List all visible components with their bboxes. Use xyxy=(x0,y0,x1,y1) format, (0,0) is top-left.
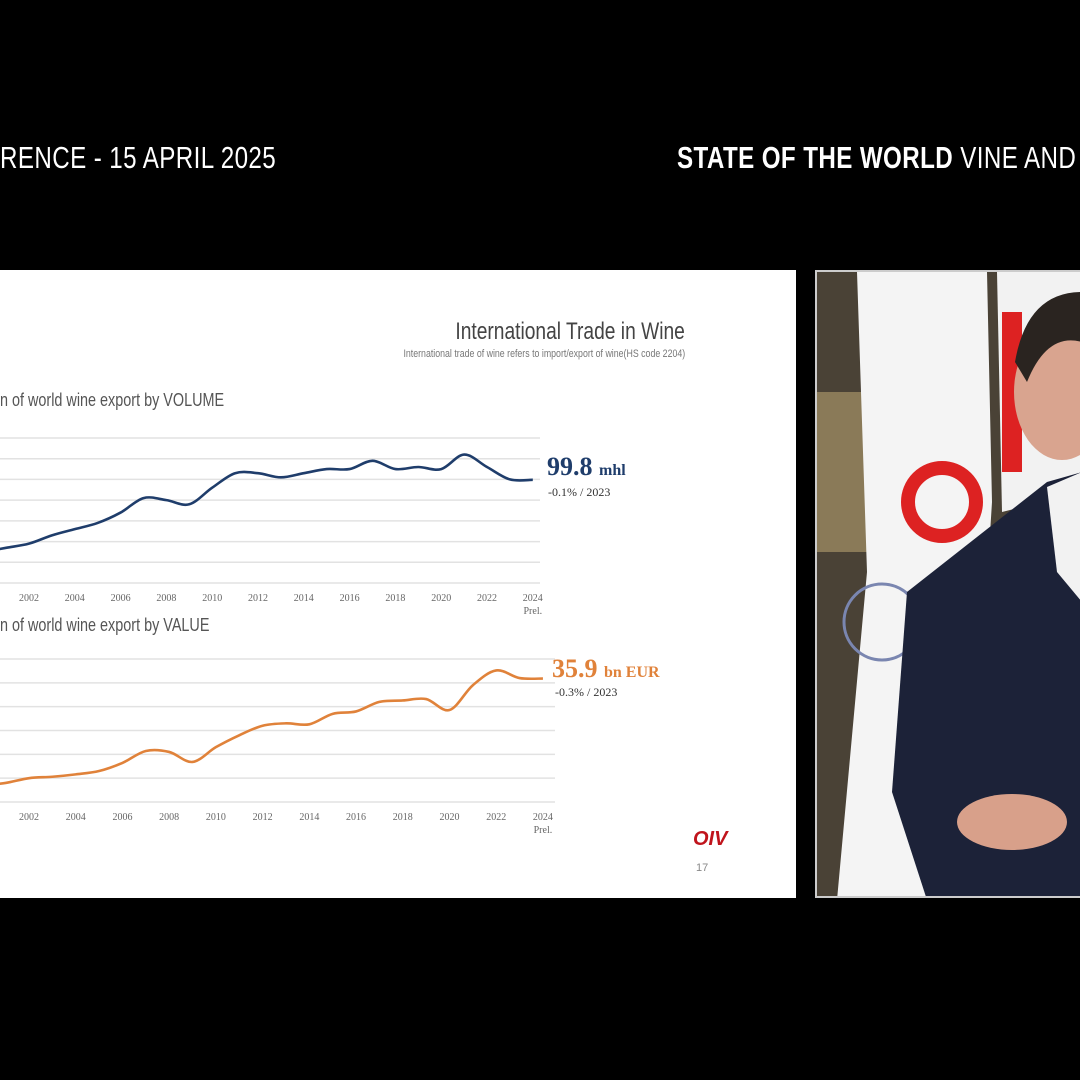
x-tick-label: 2002 xyxy=(19,593,39,604)
x-tick-label: 2018 xyxy=(385,593,405,604)
speaker-video-frame xyxy=(817,272,1080,896)
report-title-bold: STATE OF THE WORLD xyxy=(677,140,954,175)
page-number: 17 xyxy=(696,862,709,874)
value-headline: 35.9 bn EUR xyxy=(552,654,660,684)
x-tick-label: 2010 xyxy=(206,812,226,823)
x-tick-label: 2008 xyxy=(156,593,176,604)
charts-canvas: 2002 2004 2006 2008 2010 2012 2014 2016 2018 2020… xyxy=(0,437,555,836)
value-headline-value: 35.9 xyxy=(552,654,598,683)
x-tick-label: 2008 xyxy=(159,812,179,823)
speaker-suit xyxy=(892,472,1080,896)
x-tick-label: 2004 xyxy=(66,812,86,823)
speaker-hand xyxy=(957,794,1067,850)
volume-headline: 99.8 mhl xyxy=(547,452,626,482)
x-tick-label: 2022 xyxy=(477,593,497,604)
report-title: STATE OF THE WORLD VINE AND W xyxy=(677,140,1080,176)
x-tick-label: 2014 xyxy=(299,812,319,823)
value-headline-unit: bn EUR xyxy=(604,664,660,681)
slide-title: International Trade in Wine xyxy=(455,318,685,345)
slide-subtitle: International trade of wine refers to im… xyxy=(403,348,685,360)
x-tick-label: 2020 xyxy=(439,812,459,823)
x-tick-label: 2002 xyxy=(19,812,39,823)
volume-chart-title: n of world wine export by VOLUME xyxy=(0,390,225,410)
x-tick-label: 2012 xyxy=(248,593,268,604)
x-tick-label: 2024 xyxy=(523,593,543,604)
x-tick-note: Prel. xyxy=(523,606,542,617)
volume-headline-unit: mhl xyxy=(599,462,626,479)
x-tick-note: Prel. xyxy=(534,825,553,836)
x-tick-label: 2016 xyxy=(346,812,366,823)
event-title: RENCE - 15 APRIL 2025 xyxy=(0,140,277,175)
volume-headline-value: 99.8 xyxy=(547,452,593,481)
presentation-slide: International Trade in Wine Internationa… xyxy=(0,270,796,898)
x-tick-label: 2006 xyxy=(111,593,131,604)
volume-series-line xyxy=(0,453,533,551)
x-tick-label: 2018 xyxy=(393,812,413,823)
x-tick-label: 2016 xyxy=(340,593,360,604)
oiv-logo: OIV xyxy=(693,828,728,850)
x-tick-label: 2010 xyxy=(202,593,222,604)
speaker-video xyxy=(815,270,1080,898)
value-chart-title: n of world wine export by VALUE xyxy=(0,615,210,635)
volume-change: -0.1% / 2023 xyxy=(548,485,611,499)
value-change: -0.3% / 2023 xyxy=(555,685,618,699)
x-tick-label: 2014 xyxy=(294,593,314,604)
x-tick-label: 2022 xyxy=(486,812,506,823)
value-series-line xyxy=(0,669,543,785)
x-tick-label: 2006 xyxy=(112,812,132,823)
x-tick-label: 2020 xyxy=(431,593,451,604)
x-tick-label: 2024 xyxy=(533,812,553,823)
report-title-rest: VINE AND W xyxy=(960,140,1080,175)
x-tick-label: 2012 xyxy=(253,812,273,823)
x-tick-label: 2004 xyxy=(65,593,85,604)
